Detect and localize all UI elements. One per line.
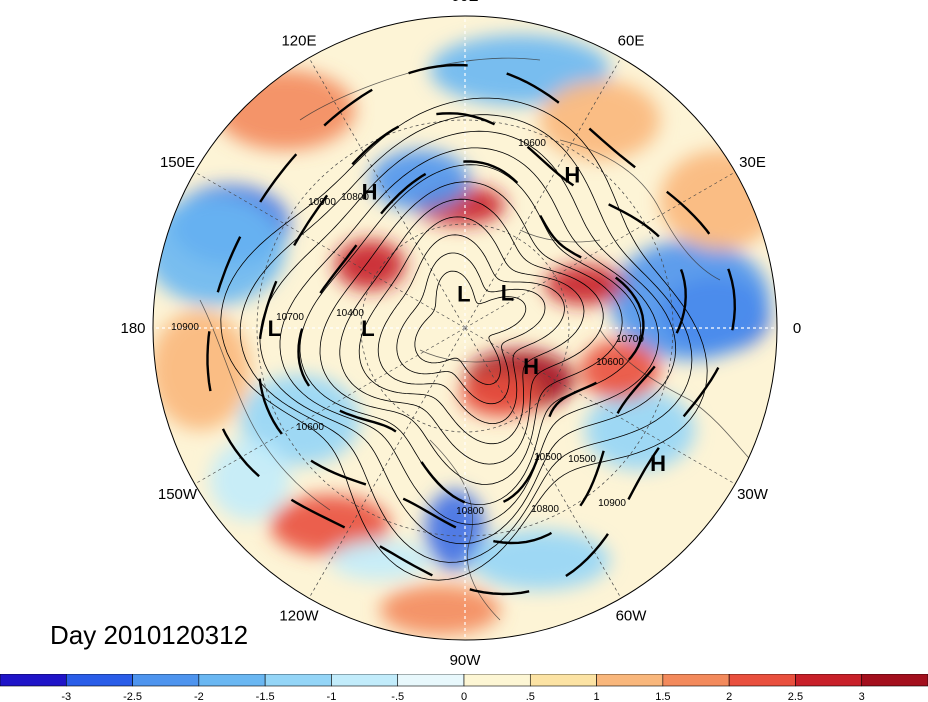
jet-contour xyxy=(297,160,645,508)
colorbar-box xyxy=(264,674,332,687)
height-contour xyxy=(339,198,604,465)
colorbar-box xyxy=(331,674,399,687)
pressure-system-labels: H H H H L L L L xyxy=(268,163,666,477)
longitude-label: 90W xyxy=(450,652,482,669)
high-pressure-label: H xyxy=(523,354,539,379)
colorbar-box xyxy=(529,674,597,687)
colorbar-tick-label: -2.5 xyxy=(123,691,142,702)
colorbar-tick-label: -1 xyxy=(327,691,337,702)
high-pressure-label: H xyxy=(650,451,666,476)
contour-label: 10900 xyxy=(308,197,336,208)
height-contours xyxy=(206,63,737,596)
colorbar-box xyxy=(463,674,531,687)
contour-label: 10600 xyxy=(296,422,324,433)
longitude-label: 60E xyxy=(618,32,645,49)
contour-label: 10500 xyxy=(568,454,596,465)
colorbar-box xyxy=(728,674,796,687)
contour-label: 10700 xyxy=(616,334,644,345)
contour-label: 10700 xyxy=(276,312,304,323)
colorbar-tick-label: 2.5 xyxy=(788,691,803,702)
contour-label: 10800 xyxy=(456,506,484,517)
colorbar-tick-label: 1 xyxy=(594,691,600,702)
contour-label: 10400 xyxy=(336,308,364,319)
longitude-label: 150E xyxy=(160,154,195,171)
low-pressure-label: L xyxy=(268,316,281,341)
colorbar-tick-label: 0 xyxy=(461,691,467,702)
colorbar-tick-label: .5 xyxy=(526,691,535,702)
low-pressure-label: L xyxy=(457,281,470,306)
height-contour xyxy=(414,270,527,385)
contour-label: 10800 xyxy=(341,192,369,203)
colorbar-box xyxy=(596,674,664,687)
high-pressure-label: H xyxy=(564,163,580,188)
map-boundary xyxy=(152,15,778,641)
contour-label: 10600 xyxy=(518,138,546,149)
longitude-label: 120E xyxy=(281,32,316,49)
height-contour xyxy=(396,252,546,405)
contour-label: 10800 xyxy=(531,504,559,515)
height-contour xyxy=(299,164,642,506)
contour-label: 10900 xyxy=(598,498,626,509)
colorbar-box xyxy=(198,674,266,687)
contour-label: 10900 xyxy=(171,322,199,333)
longitude-label: 0 xyxy=(793,320,801,337)
graticule xyxy=(153,16,777,640)
colorbar-box xyxy=(861,674,928,687)
colorbar-tick-label: -3 xyxy=(61,691,71,702)
contour-label: 10600 xyxy=(596,357,624,368)
longitude-label: 60W xyxy=(616,608,648,625)
low-pressure-label: L xyxy=(501,280,514,305)
colorbar-tick-label: -2 xyxy=(194,691,204,702)
jet-contour xyxy=(257,112,687,545)
colorbar-box xyxy=(397,674,465,687)
colorbar-box xyxy=(132,674,200,687)
colorbar-tick-label: 2 xyxy=(726,691,732,702)
colorbar-box xyxy=(795,674,863,687)
height-contour xyxy=(358,216,585,445)
colorbar-tick-label: 3 xyxy=(859,691,865,702)
height-contour xyxy=(239,114,693,563)
colorbar-box xyxy=(65,674,133,687)
low-pressure-label: L xyxy=(361,316,374,341)
longitude-label: 30E xyxy=(739,154,766,171)
high-pressure-label: H xyxy=(362,180,378,205)
day-title: Day 2010120312 xyxy=(50,620,249,650)
longitude-labels: 90E 60E 30E 0 30W 60W 90W 120W 150W 180 150E 120E xyxy=(120,0,801,669)
longitude-label: 30W xyxy=(737,486,769,503)
jet-contour xyxy=(206,63,737,596)
colorbar: -3 -2.5 -2 -1.5 -1 -.5 0 .5 1 1.5 2 2.5 3 xyxy=(0,674,928,702)
colorbar-tick-label: 1.5 xyxy=(655,691,670,702)
colorbar-box xyxy=(0,674,67,687)
longitude-label: 180 xyxy=(120,320,145,337)
contour-label: 10500 xyxy=(534,452,562,463)
contour-labels: 10600 10900 10800 10700 10900 10600 10500 10600… xyxy=(171,138,644,517)
colorbar-tick-label: -1.5 xyxy=(256,691,275,702)
colorbar-tick-label: -.5 xyxy=(391,691,404,702)
height-contour xyxy=(377,234,565,425)
height-contour xyxy=(220,97,708,581)
longitude-label: 120W xyxy=(279,608,319,625)
height-contour xyxy=(319,181,623,485)
colorbar-box xyxy=(662,674,730,687)
longitude-label: 90E xyxy=(452,0,479,5)
longitude-label: 150W xyxy=(158,486,198,503)
